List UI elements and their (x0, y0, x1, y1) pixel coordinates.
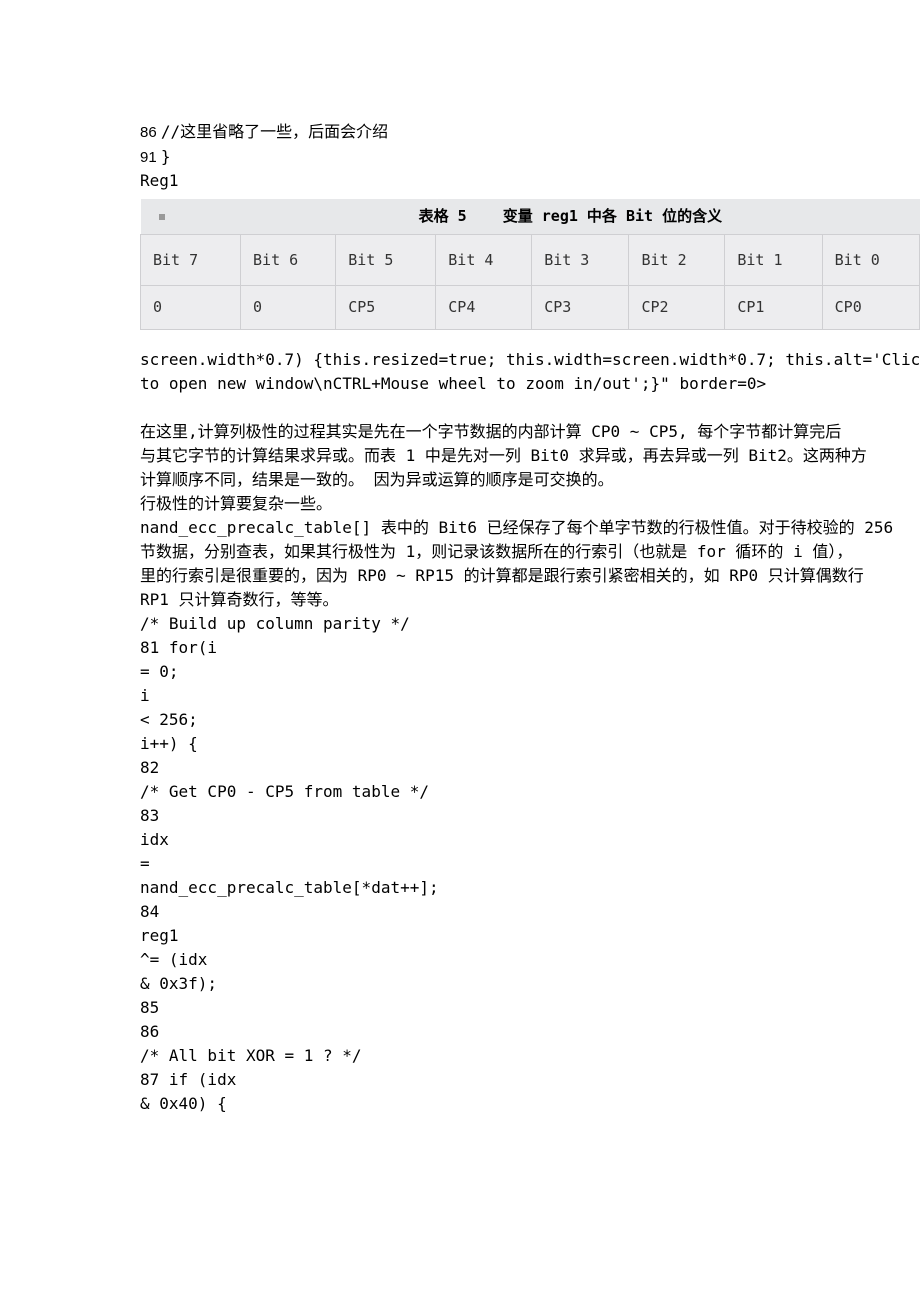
code-line: reg1 (140, 924, 920, 948)
spacer (140, 396, 920, 420)
code-line: 84 (140, 900, 920, 924)
code-line: = (140, 852, 920, 876)
paragraph-line: RP1 只计算奇数行，等等。 (140, 588, 920, 612)
table-caption-cell: 表格 5 变量 reg1 中各 Bit 位的含义 (141, 199, 920, 234)
code-line-91: 91 } (140, 145, 920, 170)
code-line: < 256; (140, 708, 920, 732)
table-header-cell: Bit 5 (336, 234, 436, 286)
spacer (140, 340, 920, 348)
paragraph-line: 在这里,计算列极性的过程其实是先在一个字节数据的内部计算 CP0 ~ CP5, … (140, 420, 920, 444)
code-line: nand_ecc_precalc_table[*dat++]; (140, 876, 920, 900)
table-value-cell: 0 (241, 286, 336, 330)
code-line: 82 (140, 756, 920, 780)
table-header-cell: Bit 6 (241, 234, 336, 286)
code-line: /* Build up column parity */ (140, 612, 920, 636)
code-line: & 0x3f); (140, 972, 920, 996)
table-value-cell: 0 (141, 286, 241, 330)
table-value-cell: CP4 (436, 286, 532, 330)
code-line: 85 (140, 996, 920, 1020)
line-text-91: } (161, 147, 171, 166)
paragraph-line: 里的行索引是很重要的，因为 RP0 ~ RP15 的计算都是跟行索引紧密相关的，… (140, 564, 920, 588)
reg1-bits-table: 表格 5 变量 reg1 中各 Bit 位的含义 Bit 7Bit 6Bit 5… (140, 199, 920, 330)
table-header-cell: Bit 7 (141, 234, 241, 286)
code-line: 81 for(i (140, 636, 920, 660)
caption-bullet-icon (159, 214, 165, 220)
paragraph-line: 节数据，分别查表，如果其行极性为 1，则记录该数据所在的行索引（也就是 for … (140, 540, 920, 564)
table-caption-row: 表格 5 变量 reg1 中各 Bit 位的含义 (141, 199, 920, 234)
table-header-cell: Bit 1 (725, 234, 822, 286)
code-line: ^= (idx (140, 948, 920, 972)
code-line: /* Get CP0 - CP5 from table */ (140, 780, 920, 804)
paragraph-line: nand_ecc_precalc_table[] 表中的 Bit6 已经保存了每… (140, 516, 920, 540)
table-value-cell: CP2 (629, 286, 725, 330)
paragraph-line: 与其它字节的计算结果求异或。而表 1 中是先对一列 Bit0 求异或，再去异或一… (140, 444, 920, 468)
table-caption-prefix: 表格 5 (419, 207, 467, 225)
table-value-row: 00CP5CP4CP3CP2CP1CP0 (141, 286, 920, 330)
table-header-cell: Bit 0 (822, 234, 919, 286)
img-attr-line-1: screen.width*0.7) {this.resized=true; th… (140, 348, 920, 372)
table-value-cell: CP5 (336, 286, 436, 330)
table-header-cell: Bit 3 (532, 234, 629, 286)
code-line: 83 (140, 804, 920, 828)
document-page: 86 //这里省略了一些，后面会介绍 91 } Reg1 表格 5 变量 reg… (0, 0, 920, 1156)
line-number-86: 86 (140, 124, 161, 141)
reg1-heading: Reg1 (140, 169, 920, 193)
line-number-91: 91 (140, 149, 161, 166)
table-header-cell: Bit 2 (629, 234, 725, 286)
code-line: = 0; (140, 660, 920, 684)
table-value-cell: CP0 (822, 286, 919, 330)
img-attr-line-2: to open new window\nCTRL+Mouse wheel to … (140, 372, 920, 396)
code-line: i++) { (140, 732, 920, 756)
table-caption-sep (476, 207, 494, 225)
table-value-cell: CP1 (725, 286, 822, 330)
code-line: 87 if (idx (140, 1068, 920, 1092)
code-line-86: 86 //这里省略了一些，后面会介绍 (140, 120, 920, 145)
table-header-row: Bit 7Bit 6Bit 5Bit 4Bit 3Bit 2Bit 1Bit 0 (141, 234, 920, 286)
code-line: idx (140, 828, 920, 852)
table-caption-body: 变量 reg1 中各 Bit 位的含义 (503, 207, 722, 225)
code-line: i (140, 684, 920, 708)
code-line: /* All bit XOR = 1 ? */ (140, 1044, 920, 1068)
bits-table: 表格 5 变量 reg1 中各 Bit 位的含义 Bit 7Bit 6Bit 5… (140, 199, 920, 330)
code-line: & 0x40) { (140, 1092, 920, 1116)
table-header-cell: Bit 4 (436, 234, 532, 286)
paragraph-line: 计算顺序不同，结果是一致的。 因为异或运算的顺序是可交换的。 (140, 468, 920, 492)
code-line: 86 (140, 1020, 920, 1044)
table-value-cell: CP3 (532, 286, 629, 330)
paragraph-line: 行极性的计算要复杂一些。 (140, 492, 920, 516)
line-text-86: //这里省略了一些，后面会介绍 (161, 122, 388, 141)
